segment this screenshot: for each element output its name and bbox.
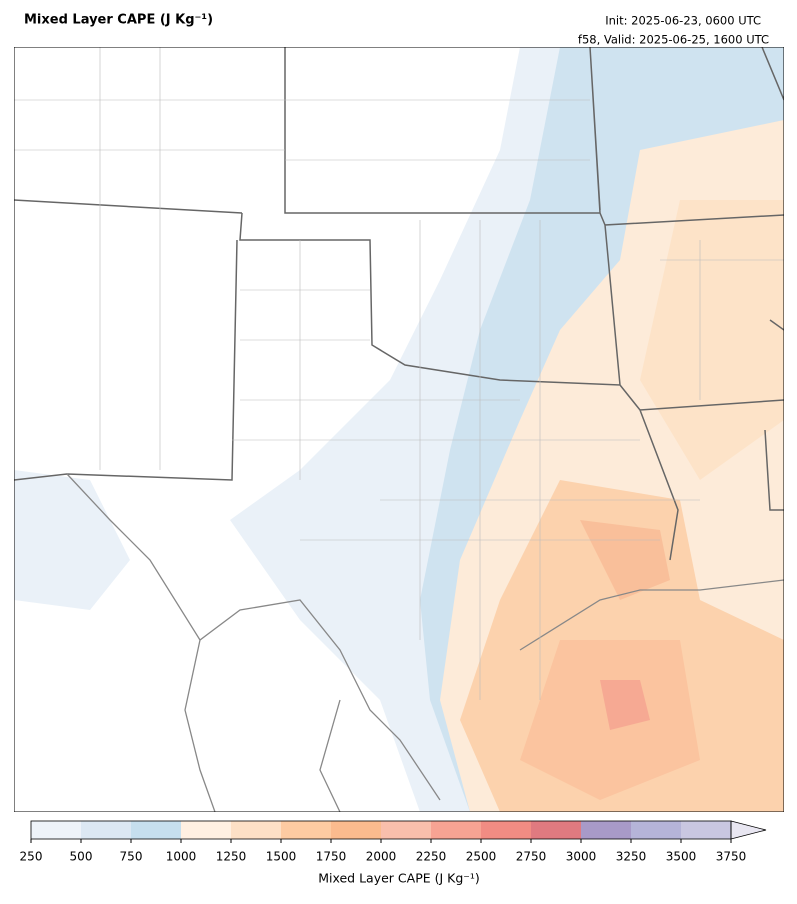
colorbar-tick-label: 500 (70, 850, 93, 864)
colorbar-segment (681, 821, 731, 839)
colorbar-tick-label: 3500 (666, 850, 697, 864)
colorbar-tick-label: 2750 (516, 850, 547, 864)
colorbar-tick-label: 750 (120, 850, 143, 864)
colorbar-tick-label: 2000 (366, 850, 397, 864)
colorbar: 250 500 750 1000 1250 1500 1750 2000 2250 2500 275… (20, 820, 767, 864)
colorbar-tick-label: 3750 (716, 850, 747, 864)
colorbar-label: Mixed Layer CAPE (J Kg⁻¹) (318, 871, 480, 886)
colorbar-tick-label: 1750 (316, 850, 347, 864)
colorbar-segment (81, 821, 131, 839)
title: Mixed Layer CAPE (J Kg⁻¹) (24, 13, 213, 28)
map (14, 47, 784, 812)
colorbar-extend (730, 820, 767, 840)
colorbar-segment (181, 821, 231, 839)
colorbar-segment (431, 821, 481, 839)
colorbar-segment (231, 821, 281, 839)
colorbar-tick-label: 250 (20, 850, 43, 864)
colorbar-segment (531, 821, 581, 839)
colorbar-tick-label: 3000 (566, 850, 597, 864)
colorbar-segment (31, 821, 81, 839)
colorbar-segment (331, 821, 381, 839)
colorbar-tick-label: 2500 (466, 850, 497, 864)
colorbar-tick-label: 3250 (616, 850, 647, 864)
colorbar-segment (131, 821, 181, 839)
init-time: Init: 2025-06-23, 0600 UTC (605, 14, 761, 28)
colorbar-tick-label: 1250 (216, 850, 247, 864)
valid-time: f58, Valid: 2025-06-25, 1600 UTC (578, 33, 769, 47)
colorbar-tick-label: 1000 (166, 850, 197, 864)
colorbar-segment (581, 821, 631, 839)
colorbar-segment (381, 821, 431, 839)
colorbar-tick-label: 2250 (416, 850, 447, 864)
colorbar-segment (481, 821, 531, 839)
colorbar-segment (631, 821, 681, 839)
colorbar-tick-label: 1500 (266, 850, 297, 864)
colorbar-segment (281, 821, 331, 839)
